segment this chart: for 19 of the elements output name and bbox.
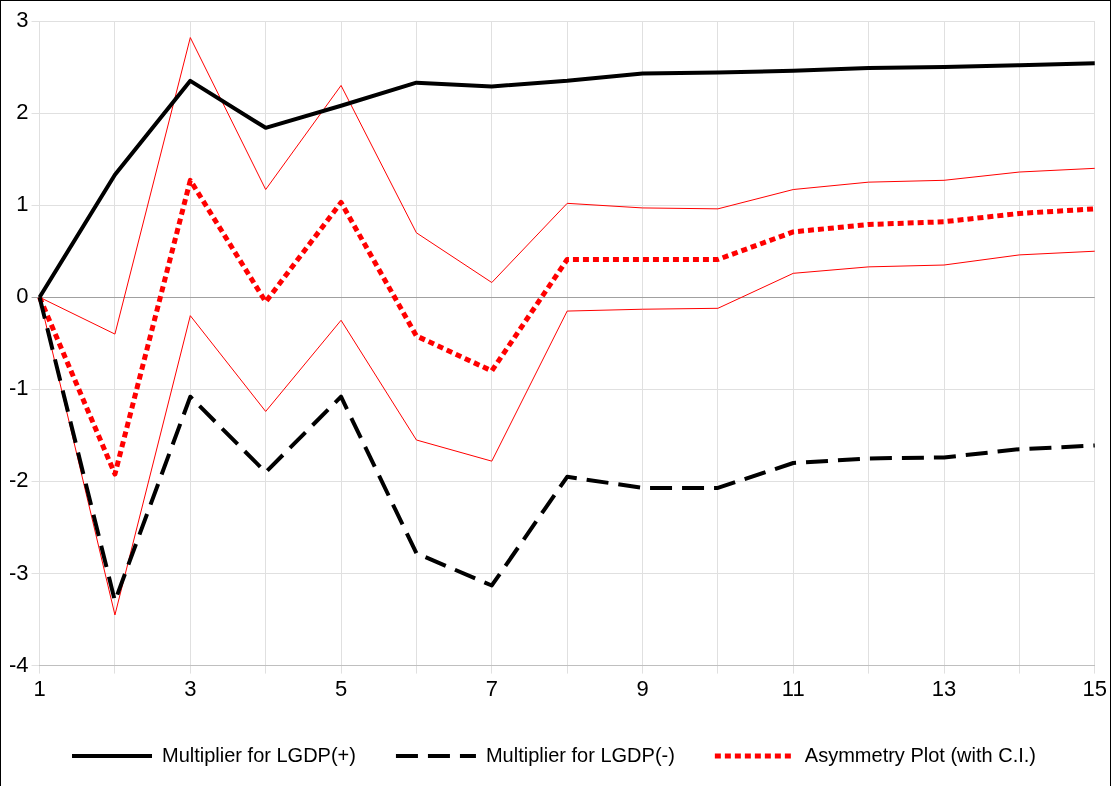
x-tick-label: 1 (33, 675, 46, 701)
legend-label: Multiplier for LGDP(+) (162, 743, 356, 766)
y-tick-label: -4 (9, 651, 29, 677)
x-tick-label: 11 (781, 675, 805, 701)
x-tick-label: 9 (636, 675, 649, 701)
y-tick-label: -1 (9, 375, 29, 401)
legend-label: Asymmetry Plot (with C.I.) (804, 743, 1036, 766)
y-tick-label: 1 (16, 191, 29, 217)
x-tick-label: 7 (485, 675, 498, 701)
y-tick-label: 3 (16, 7, 29, 33)
x-tick-label: 5 (334, 675, 348, 701)
y-tick-label: -2 (9, 467, 29, 493)
y-tick-label: 2 (16, 99, 29, 125)
legend-label: Multiplier for LGDP(-) (485, 743, 675, 766)
x-tick-label: 3 (184, 675, 197, 701)
y-tick-label: -3 (9, 559, 29, 585)
y-tick-label: 0 (16, 283, 29, 309)
x-tick-label: 13 (931, 675, 957, 701)
x-tick-label: 15 (1082, 675, 1108, 701)
